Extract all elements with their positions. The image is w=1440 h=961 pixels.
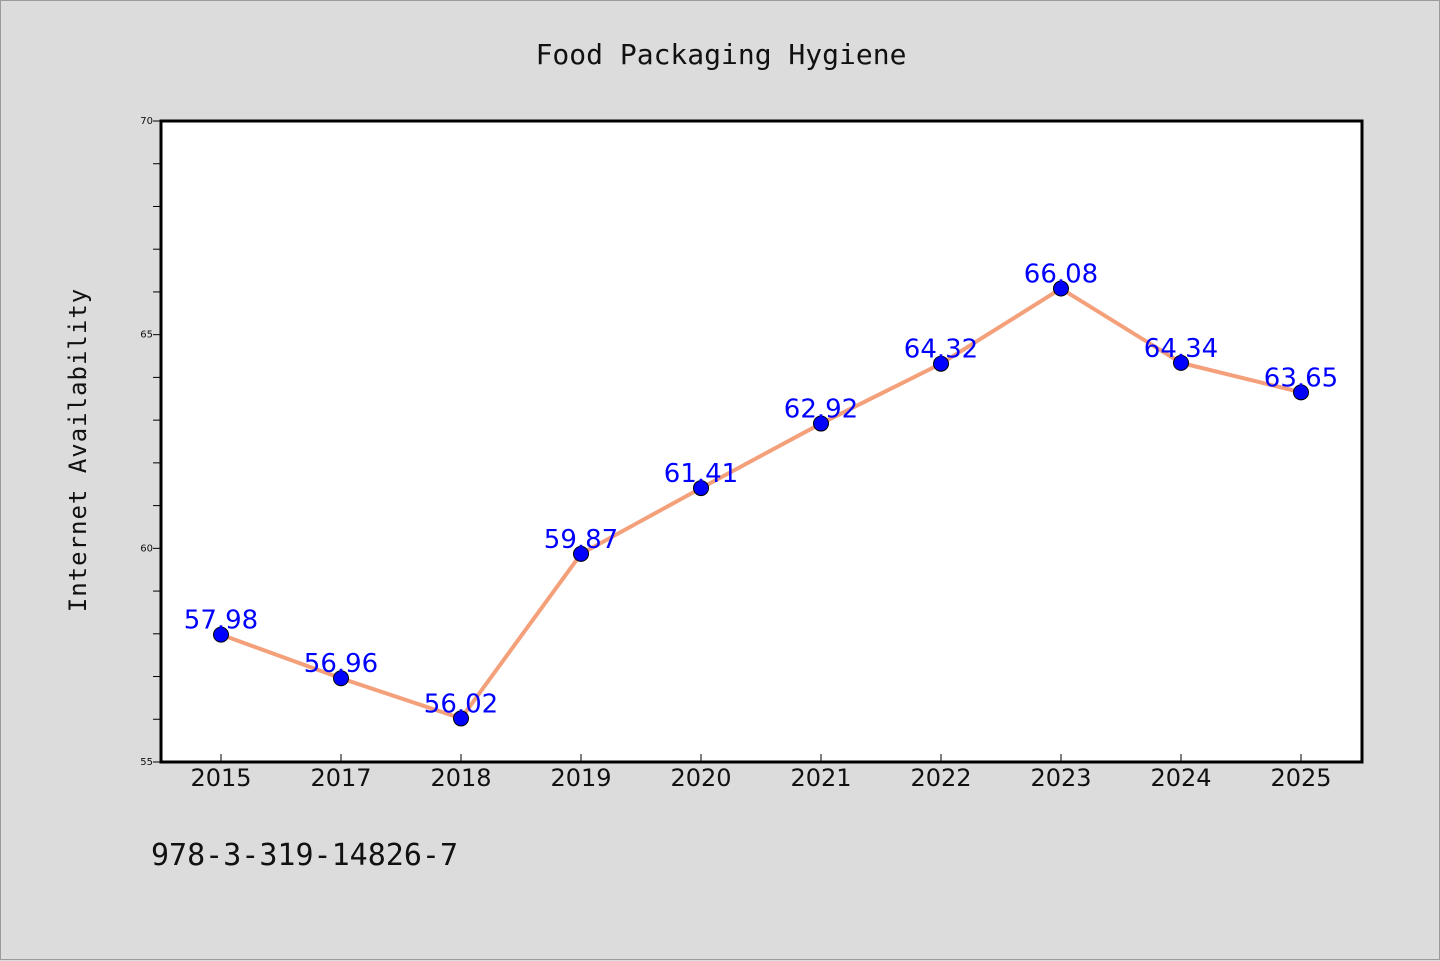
x-tick-label: 2024 xyxy=(1150,764,1211,792)
x-tick-label: 2020 xyxy=(670,764,731,792)
data-point xyxy=(933,355,949,372)
data-point xyxy=(573,545,589,562)
chart-title: Food Packaging Hygiene xyxy=(536,38,907,71)
data-point xyxy=(1053,280,1069,297)
data-point xyxy=(1293,384,1309,401)
data-label: 59.87 xyxy=(544,525,618,555)
data-label: 64.34 xyxy=(1144,334,1218,364)
x-axis: 2015 2017 2018 2019 2020 2021 2022 2023 2024 2025 xyxy=(190,754,1332,792)
x-tick-label: 2018 xyxy=(430,764,491,792)
data-point xyxy=(813,415,829,432)
data-point xyxy=(453,710,469,727)
footnote-isbn: 978-3-319-14826-7 xyxy=(151,838,458,873)
data-point xyxy=(693,480,709,497)
x-tick-label: 2023 xyxy=(1030,764,1091,792)
data-point xyxy=(213,626,229,643)
y-axis-label: Internet Availability xyxy=(64,288,92,612)
series-layer: 57.98 56.96 56.02 59.87 61.41 62.92 64.32 66.08… xyxy=(184,260,1338,727)
plot-area xyxy=(159,119,1364,764)
x-tick-label: 2015 xyxy=(190,764,251,792)
x-tick-label: 2021 xyxy=(790,764,851,792)
y-tick-label: 65 xyxy=(140,330,153,341)
data-label: 64.32 xyxy=(904,335,978,365)
y-tick-label: 55 xyxy=(140,757,153,768)
data-label: 57.98 xyxy=(184,606,258,636)
x-tick-label: 2022 xyxy=(910,764,971,792)
data-label: 56.02 xyxy=(424,689,498,719)
y-axis: 55 60 65 70 xyxy=(140,116,161,768)
x-tick-label: 2019 xyxy=(550,764,611,792)
series-line xyxy=(220,286,1302,721)
data-point xyxy=(333,670,349,687)
data-label: 62.92 xyxy=(784,395,858,425)
y-tick-label: 70 xyxy=(140,116,153,127)
data-label: 63.65 xyxy=(1264,363,1338,393)
data-label: 61.41 xyxy=(664,459,738,489)
data-point xyxy=(1173,354,1189,371)
y-tick-label: 60 xyxy=(140,543,153,554)
data-label: 66.08 xyxy=(1024,260,1098,290)
x-tick-label: 2017 xyxy=(310,764,371,792)
x-tick-label: 2025 xyxy=(1270,764,1331,792)
data-label: 56.96 xyxy=(304,649,378,679)
